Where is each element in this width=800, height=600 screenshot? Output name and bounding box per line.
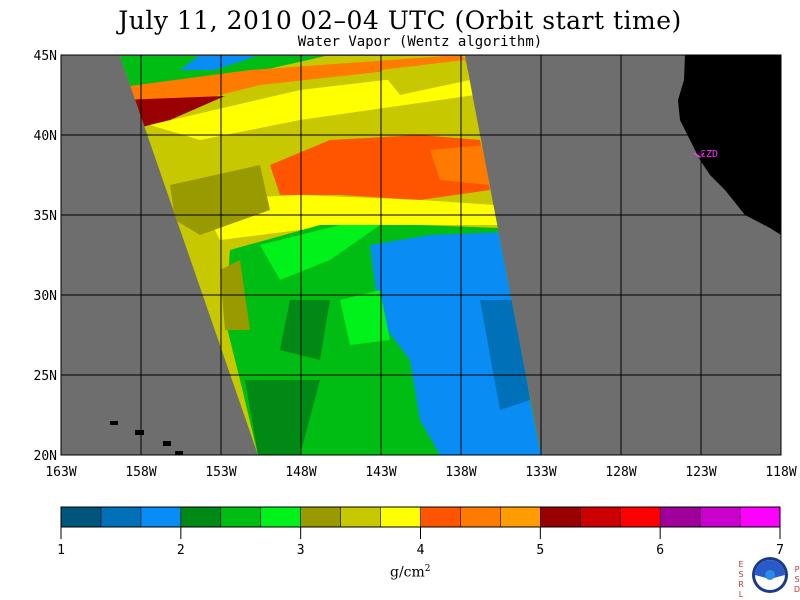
colorbar-swatch bbox=[220, 507, 262, 527]
colorbar-swatch bbox=[180, 507, 222, 527]
lat-tick-label: 30N bbox=[34, 289, 57, 304]
colorbar-tick-label: 4 bbox=[417, 543, 425, 558]
colorbar-swatch bbox=[340, 507, 382, 527]
logo-letter: R bbox=[738, 580, 744, 589]
station-marker: CZD bbox=[693, 149, 718, 160]
units-text: g/cm bbox=[390, 564, 425, 581]
swath-band bbox=[380, 60, 470, 95]
map-subtitle: Water Vapor (Wentz algorithm) bbox=[297, 34, 543, 50]
colorbar-swatch bbox=[380, 507, 421, 527]
colorbar-tick-label: 1 bbox=[57, 543, 65, 558]
logo-letter: D bbox=[794, 585, 800, 594]
station-label: CZD bbox=[700, 149, 718, 160]
swath-band bbox=[200, 195, 500, 240]
colorbar-tick-label: 7 bbox=[776, 543, 784, 558]
hawaii-island bbox=[135, 430, 144, 435]
lon-tick-label: 153W bbox=[205, 465, 236, 480]
colorbar-tick-label: 2 bbox=[177, 543, 185, 558]
colorbar-swatch bbox=[620, 507, 661, 527]
colorbar-swatch bbox=[300, 507, 342, 527]
lon-tick-label: 133W bbox=[525, 465, 556, 480]
station-marker-icon bbox=[693, 152, 705, 158]
lat-tick-label: 35N bbox=[34, 209, 57, 224]
swath-band bbox=[120, 56, 470, 120]
colorbar-swatch bbox=[140, 507, 182, 527]
land-layer bbox=[110, 55, 781, 455]
colorbar-tick-labels: 1 2 3 4 5 6 7 bbox=[57, 527, 784, 558]
hawaii-island bbox=[163, 441, 171, 446]
colorbar-swatch bbox=[540, 507, 581, 527]
lat-tick-label: 20N bbox=[34, 449, 57, 464]
colorbar-tick-label: 5 bbox=[536, 543, 544, 558]
swath-band bbox=[170, 165, 270, 235]
colorbar-swatch bbox=[700, 507, 741, 527]
swath-band bbox=[180, 56, 260, 70]
map-title: July 11, 2010 02–04 UTC (Orbit start tim… bbox=[118, 6, 682, 35]
lon-tick-label: 158W bbox=[125, 465, 156, 480]
colorbar-swatch bbox=[100, 507, 142, 527]
lat-tick-label: 40N bbox=[34, 129, 57, 144]
lon-tick-label: 143W bbox=[365, 465, 396, 480]
colorbar-swatch bbox=[740, 507, 781, 527]
colorbar-swatch bbox=[260, 507, 302, 527]
logo-letter: E bbox=[738, 560, 743, 569]
colorbar-tick-label: 6 bbox=[656, 543, 664, 558]
lat-tick-label: 25N bbox=[34, 369, 57, 384]
map-frame bbox=[60, 54, 782, 456]
hawaii-island bbox=[175, 451, 183, 455]
units-superscript: 2 bbox=[424, 564, 431, 574]
lon-tick-label: 138W bbox=[445, 465, 476, 480]
swath-band bbox=[120, 96, 225, 130]
logo-letter: L bbox=[739, 590, 744, 599]
lon-tick-label: 118W bbox=[765, 465, 796, 480]
latitude-tick-labels: 45N 40N 35N 30N 25N 20N bbox=[34, 49, 57, 464]
swath-band bbox=[430, 145, 490, 185]
longitude-tick-labels: 163W 158W 153W 148W 143W 138W 133W 128W 123W 118W bbox=[45, 465, 796, 480]
colorbar-swatch bbox=[460, 507, 501, 527]
logo-letter: P bbox=[795, 565, 800, 574]
lon-tick-label: 148W bbox=[285, 465, 316, 480]
noaa-logo bbox=[752, 557, 788, 593]
colorbar bbox=[60, 506, 781, 528]
colorbar-swatch bbox=[500, 507, 541, 527]
colorbar-swatch bbox=[660, 507, 701, 527]
logo-letter: S bbox=[738, 570, 743, 579]
logo-letter: S bbox=[794, 575, 799, 584]
swath-band bbox=[260, 225, 380, 280]
swath-layer bbox=[120, 56, 541, 455]
hawaii-island bbox=[110, 421, 118, 425]
swath-band bbox=[280, 300, 330, 360]
lat-tick-label: 45N bbox=[34, 49, 57, 64]
swath-band bbox=[150, 70, 475, 140]
logo-letters-right: PSD bbox=[794, 565, 800, 594]
colorbar-units: g/cm2 bbox=[390, 564, 431, 581]
north-america-land bbox=[678, 55, 781, 235]
swath-band bbox=[340, 290, 390, 345]
lon-tick-label: 123W bbox=[685, 465, 716, 480]
colorbar-tick-label: 3 bbox=[297, 543, 305, 558]
colorbar-swatch bbox=[420, 507, 461, 527]
colorbar-swatch bbox=[61, 507, 102, 527]
lon-tick-label: 128W bbox=[605, 465, 636, 480]
colorbar-swatch bbox=[580, 507, 621, 527]
lon-tick-label: 163W bbox=[45, 465, 76, 480]
